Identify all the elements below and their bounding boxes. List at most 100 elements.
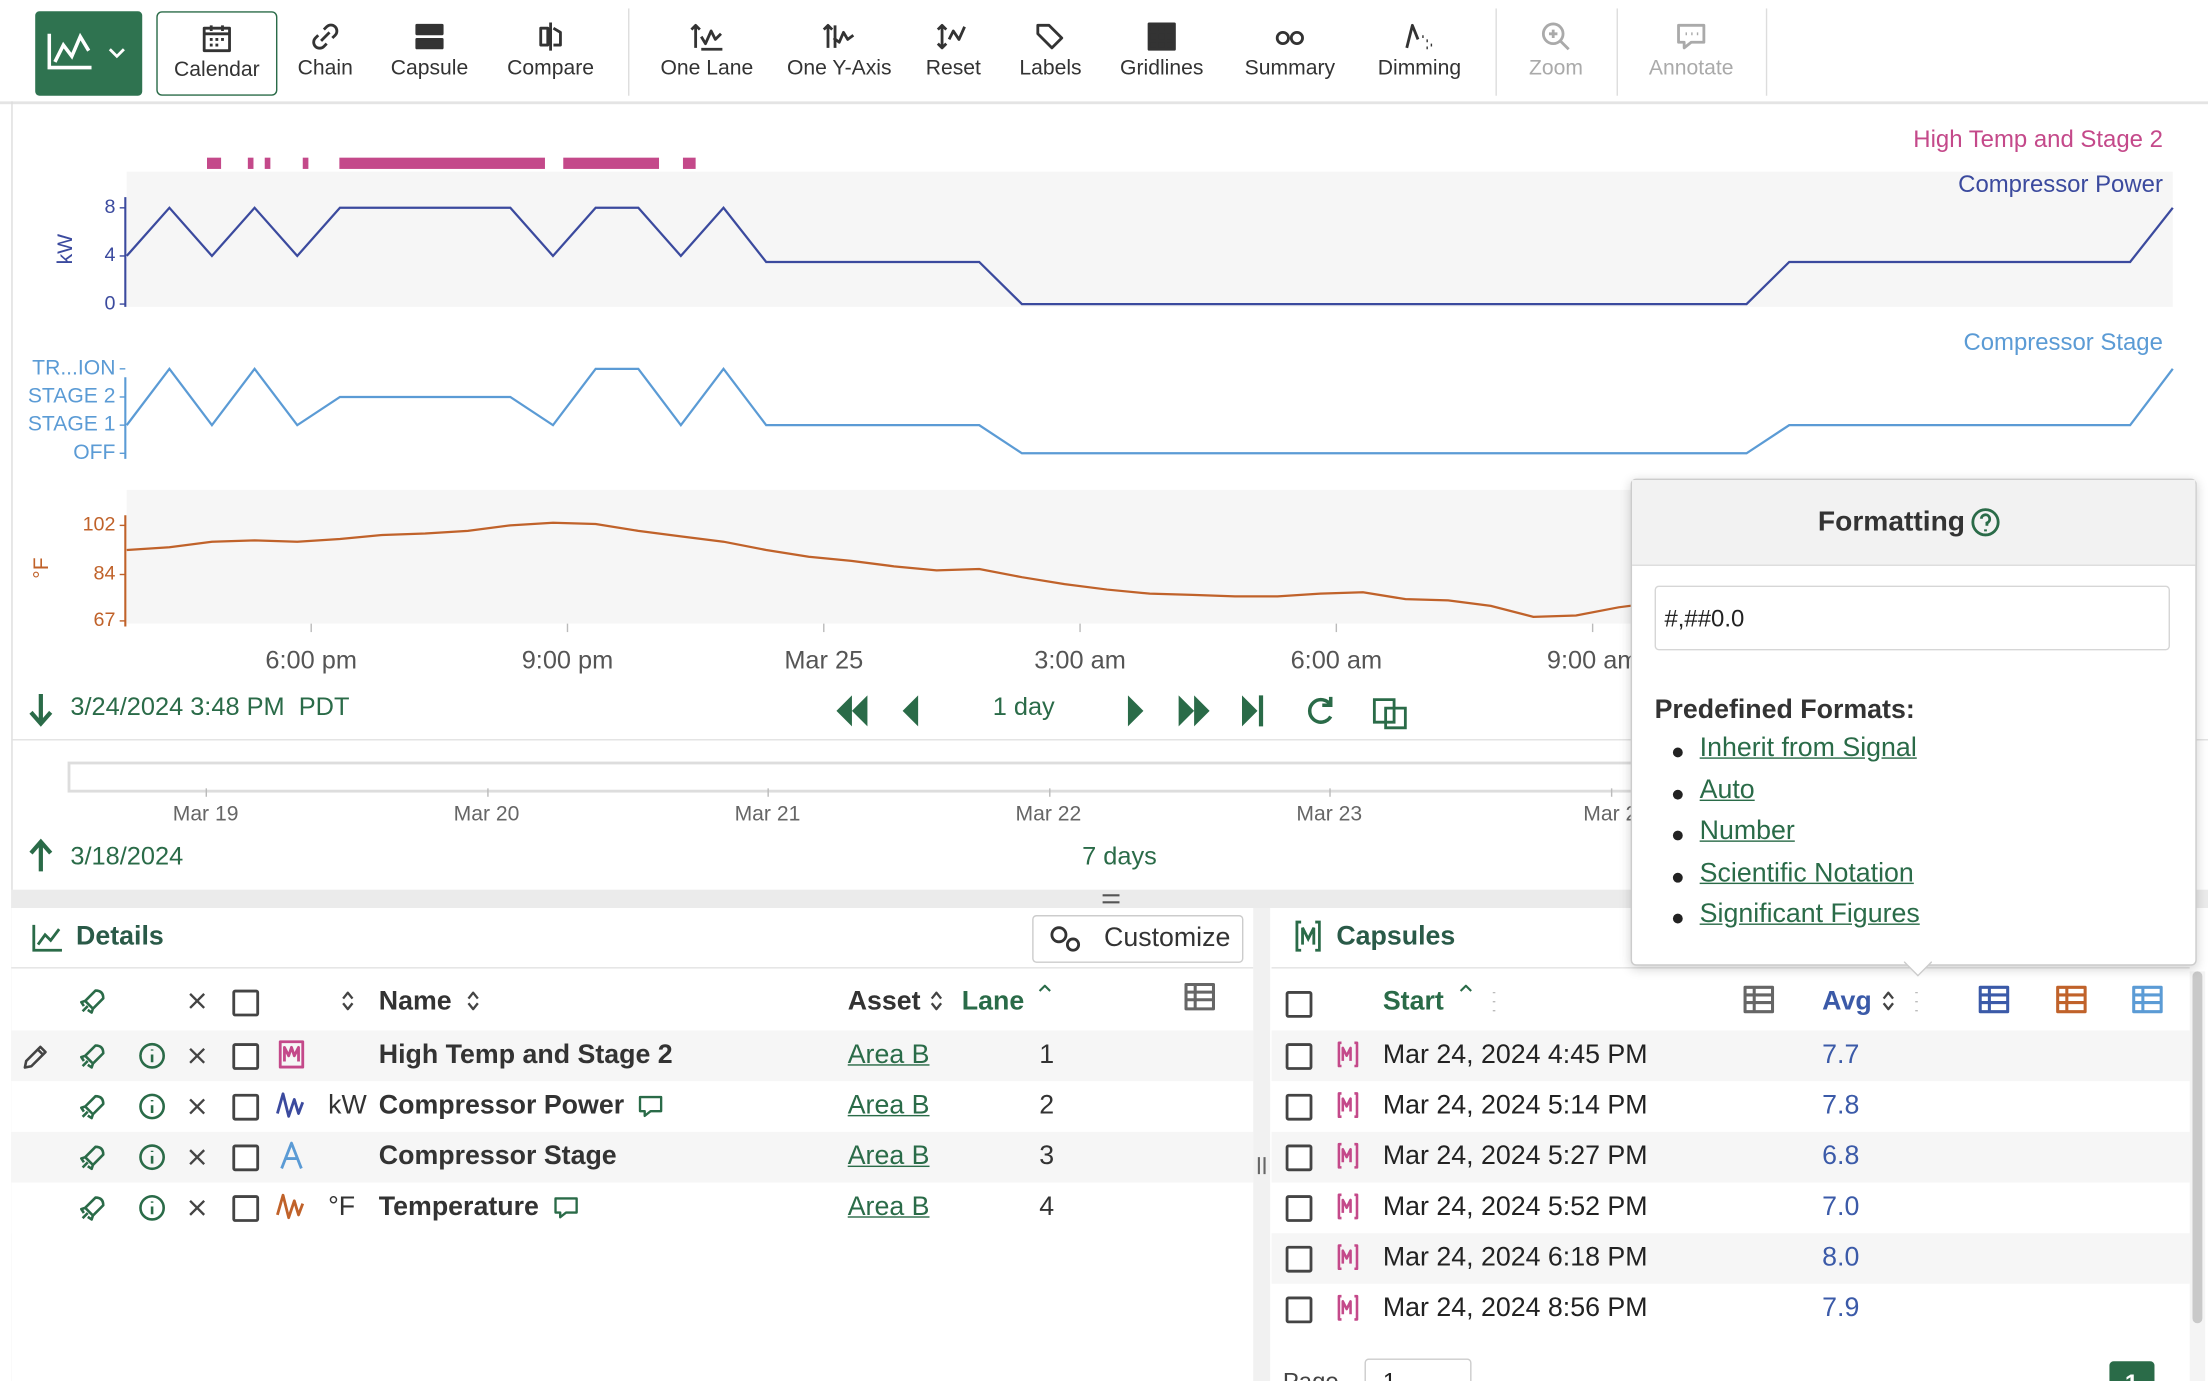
toolbar-icon [199, 21, 236, 55]
vertical-splitter[interactable] [1253, 908, 1270, 1381]
toolbar-button[interactable]: Chain [266, 11, 384, 93]
toolbar-label: Chain [298, 56, 353, 80]
toolbar-icon [1272, 20, 1309, 54]
toolbar-button[interactable]: Summary [1231, 11, 1349, 93]
capsule-bar[interactable] [563, 158, 659, 169]
format-option[interactable]: Auto [1700, 775, 1755, 806]
rocket-icon-glyph [81, 1147, 103, 1169]
capsule-bar[interactable] [207, 158, 221, 169]
toolbar-label: Capsule [391, 56, 469, 80]
format-option[interactable]: Number [1700, 816, 1795, 847]
bullet [1673, 872, 1683, 882]
toolbar-button[interactable]: Annotate [1632, 11, 1750, 93]
overview-duration[interactable]: 7 days [1082, 842, 1157, 872]
row-checkbox[interactable] [1286, 1297, 1313, 1324]
back[interactable] [903, 695, 918, 726]
row-checkbox[interactable] [1286, 1246, 1313, 1273]
toolbar-button[interactable]: Calendar [156, 11, 277, 95]
row-checkbox[interactable] [232, 1195, 259, 1222]
header-checkbox[interactable] [1286, 991, 1313, 1018]
scroll-thumb[interactable] [2193, 971, 2203, 1323]
start-time[interactable]: 3/24/2024 3:48 PM PDT [70, 693, 349, 723]
column-header[interactable]: Name [379, 987, 452, 1018]
details-panel: Details Customize NameAssetLaneHigh Temp… [11, 908, 1253, 1381]
asset-link[interactable]: Area B [848, 1030, 930, 1081]
capsule-icon-glyph [1339, 1043, 1357, 1066]
toolbar-button[interactable]: One Lane [648, 11, 766, 93]
capsule-bars [207, 158, 696, 169]
toolbar-button[interactable]: One Y-Axis [780, 11, 898, 93]
toolbar-button[interactable]: Gridlines [1103, 11, 1221, 93]
back-far[interactable] [836, 695, 867, 726]
capsule-icon-glyph [1339, 1093, 1357, 1116]
row-checkbox[interactable] [232, 1094, 259, 1121]
scrollbar[interactable] [2190, 971, 2205, 1381]
duration[interactable]: 1 day [993, 693, 1055, 723]
view-selector[interactable] [35, 11, 142, 95]
avg-sort-glyph [1884, 993, 1893, 1009]
lane-number: 4 [1039, 1183, 1054, 1234]
info-icon [137, 1142, 168, 1173]
column-header[interactable]: Asset [848, 987, 921, 1018]
asset-link[interactable]: Area B [848, 1081, 930, 1132]
end-arrow[interactable] [25, 838, 59, 875]
row-checkbox[interactable] [1286, 1094, 1313, 1121]
forward-far[interactable] [1179, 695, 1210, 726]
row-checkbox[interactable] [1286, 1195, 1313, 1222]
remove-icon [183, 1143, 211, 1171]
capsule-bar[interactable] [265, 158, 271, 169]
toolbar-button[interactable]: Zoom [1497, 11, 1615, 93]
signal-icon-glyph [280, 1042, 303, 1067]
stat-column [2129, 981, 2166, 1018]
row-checkbox[interactable] [232, 1145, 259, 1172]
asset-link[interactable]: Area B [848, 1183, 930, 1234]
format-option[interactable]: Inherit from Signal [1700, 733, 1917, 764]
start-arrow[interactable] [31, 694, 51, 724]
range-icon[interactable] [1374, 700, 1405, 728]
column-header[interactable]: Lane [962, 987, 1024, 1018]
format-input[interactable]: #,##0.0 [1655, 586, 2170, 651]
signal-icon [275, 1139, 309, 1173]
customize-button[interactable]: Customize [1032, 915, 1243, 963]
capsule-avg: 7.9 [1822, 1284, 1859, 1335]
column-menu [1901, 987, 1932, 1018]
row-checkbox[interactable] [1286, 1043, 1313, 1070]
row-checkbox[interactable] [1286, 1145, 1313, 1172]
to-end[interactable] [1242, 695, 1263, 726]
signal-name: Compressor Stage [379, 1132, 617, 1183]
overview-label: Mar 19 [173, 802, 239, 826]
asset-link[interactable]: Area B [848, 1132, 930, 1183]
forward[interactable] [1128, 695, 1143, 726]
rocket-icon-glyph [81, 1096, 103, 1118]
help-icon[interactable] [1970, 507, 2001, 538]
format-option[interactable]: Scientific Notation [1700, 858, 1914, 889]
name-cell: Temperature [379, 1183, 581, 1234]
toolbar-button[interactable]: Dimming [1360, 11, 1478, 93]
overview-start[interactable]: 3/18/2024 [70, 842, 183, 872]
column-header[interactable]: Start [1383, 987, 1444, 1018]
signal-name: Temperature [379, 1183, 539, 1234]
capsule-bar[interactable] [248, 158, 254, 169]
rocket-icon-glyph [81, 1045, 103, 1067]
toolbar-label: One Lane [660, 56, 753, 80]
pager-current[interactable]: 1 [2109, 1361, 2154, 1381]
header-checkbox[interactable] [232, 990, 259, 1017]
column-header[interactable]: Avg [1822, 987, 1872, 1018]
toolbar-button[interactable]: Labels [991, 11, 1109, 93]
row-checkbox[interactable] [232, 1043, 259, 1070]
capsule-bar[interactable] [683, 158, 696, 169]
toolbar-button[interactable]: Capsule [370, 11, 488, 93]
capsule-bar[interactable] [339, 158, 545, 169]
refresh[interactable] [1310, 697, 1331, 722]
y-tick-label: 102 [83, 514, 116, 536]
capsule-icon [1336, 1088, 1367, 1122]
capsule-bar[interactable] [303, 158, 309, 169]
toolbar-button[interactable]: Compare [491, 11, 609, 93]
pager-input[interactable]: 1 [1365, 1358, 1472, 1381]
avg-sort [1874, 985, 1902, 1016]
capsule-icon-glyph [1339, 1296, 1357, 1319]
format-option[interactable]: Significant Figures [1700, 900, 1920, 931]
remove-icon [183, 1194, 211, 1222]
y-tick-label: 8 [104, 196, 115, 218]
column-settings [1740, 981, 1777, 1018]
